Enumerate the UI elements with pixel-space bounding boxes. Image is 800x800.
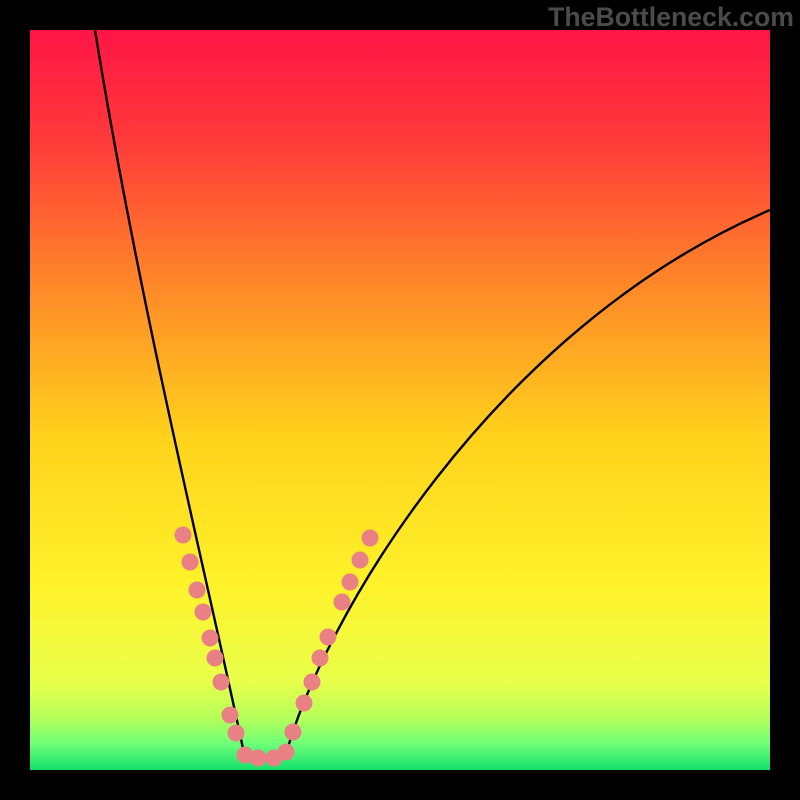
data-point xyxy=(228,725,245,742)
data-point xyxy=(362,530,379,547)
watermark-text: TheBottleneck.com xyxy=(548,2,794,33)
chart-canvas: TheBottleneck.com xyxy=(0,0,800,800)
data-point xyxy=(213,674,230,691)
data-point xyxy=(352,552,369,569)
data-point xyxy=(312,650,329,667)
data-point xyxy=(237,747,254,764)
data-point xyxy=(182,554,199,571)
data-point xyxy=(175,527,192,544)
data-point xyxy=(189,582,206,599)
v-curve-path xyxy=(95,30,770,758)
data-point xyxy=(342,574,359,591)
data-point xyxy=(304,674,321,691)
data-point xyxy=(202,630,219,647)
gradient-background xyxy=(30,30,770,770)
dot-cluster xyxy=(175,527,379,767)
curve-layer xyxy=(30,30,770,770)
data-point xyxy=(285,724,302,741)
data-point xyxy=(207,650,224,667)
data-point xyxy=(266,750,283,767)
gradient-rect xyxy=(30,30,770,770)
data-point xyxy=(250,750,267,767)
data-point xyxy=(296,695,313,712)
data-point xyxy=(320,629,337,646)
data-point xyxy=(278,744,295,761)
data-point xyxy=(222,707,239,724)
data-point xyxy=(334,594,351,611)
data-point xyxy=(195,604,212,621)
plot-area xyxy=(30,30,770,770)
